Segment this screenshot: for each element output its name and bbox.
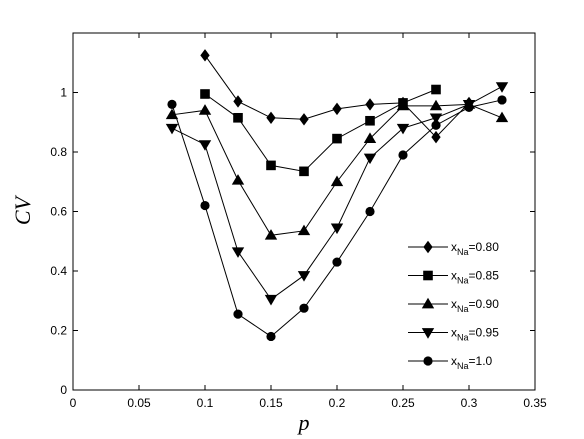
data-point [266,111,276,124]
data-point [297,224,311,236]
data-point [198,140,212,151]
data-point [365,206,375,217]
data-point [497,95,507,105]
y-tick-label: 0.6 [50,205,67,219]
data-point [165,123,179,135]
data-point [165,108,179,120]
data-point [495,111,509,123]
data-point [167,99,177,109]
legend-entry-2: xNa=0.90 [408,297,499,314]
data-point [299,113,309,126]
y-tick-label: 1 [60,86,67,100]
axes-layer: 0 0.05 0.1 0.15 0.2 0.25 0.3 0.35 0 0.2 0.4 0.6 0.8 1 [50,32,547,410]
data-point [332,133,342,144]
legend-entry-3: xNa=0.95 [408,326,499,343]
data-point [264,294,278,306]
data-point [431,130,441,144]
legend-label: xNa=1.0 [451,354,493,371]
legend-marker [423,270,433,281]
legend-label: xNa=0.90 [451,297,499,314]
y-tick-label: 0.8 [50,145,67,159]
legend-marker [423,356,433,366]
x-tick-label: 0.2 [329,396,346,410]
data-point [330,175,344,187]
data-point [398,150,408,160]
legend-entry-1: xNa=0.85 [408,269,499,286]
series-4 [167,95,507,342]
data-point [429,99,443,111]
y-axis-label: CV [10,194,35,225]
x-tick-label: 0.05 [127,396,151,410]
x-axis-label: p [297,410,310,435]
data-point [363,153,377,165]
legend-marker [423,240,433,254]
legend-entry-4: xNa=1.0 [408,354,493,371]
series-line-1 [204,89,437,172]
data-point [200,49,210,62]
plot-area [73,33,535,390]
data-point [233,112,243,123]
legend: xNa=0.80 xNa=0.85 xNa=0.90 xNa=0.95 xNa=1.0 [408,240,499,371]
data-point [231,174,245,185]
data-point [431,120,441,130]
data-point [495,82,509,93]
series-3 [165,82,509,306]
y-tick-label: 0.4 [50,264,67,278]
data-point [363,132,377,143]
series-0 [200,49,474,144]
data-point [431,84,441,95]
data-point [264,229,278,240]
data-point [266,331,276,342]
legend-entry-0: xNa=0.80 [408,240,499,257]
data-point [396,99,410,111]
data-point [231,247,245,258]
data-point [297,271,311,282]
x-tick-label: 0.3 [461,396,478,410]
x-tick-label: 0.1 [197,396,214,410]
data-point [200,89,210,99]
y-tick-label: 0.2 [50,324,67,338]
legend-label: xNa=0.85 [451,269,499,286]
legend-marker [421,297,435,309]
data-point [332,102,342,116]
data-point [233,95,243,108]
series-layer [165,49,509,342]
data-point [429,113,443,124]
data-point [365,98,375,111]
data-point [266,160,276,171]
data-point [365,115,375,126]
legend-label: xNa=0.80 [451,240,499,257]
x-tick-label: 0.25 [391,396,415,410]
x-tick-label: 0.35 [523,396,547,410]
data-point [233,309,243,319]
data-point [396,123,410,135]
data-point [332,257,342,267]
x-tick-label: 0.15 [259,396,283,410]
data-point [200,200,210,211]
y-tick-label: 0 [60,383,67,397]
data-point [299,166,309,177]
data-point [299,303,309,313]
legend-label: xNa=0.95 [451,326,499,343]
legend-marker [421,328,435,339]
x-tick-label: 0 [70,396,77,410]
data-point [464,102,474,112]
data-point [198,104,212,115]
data-point [330,223,344,235]
